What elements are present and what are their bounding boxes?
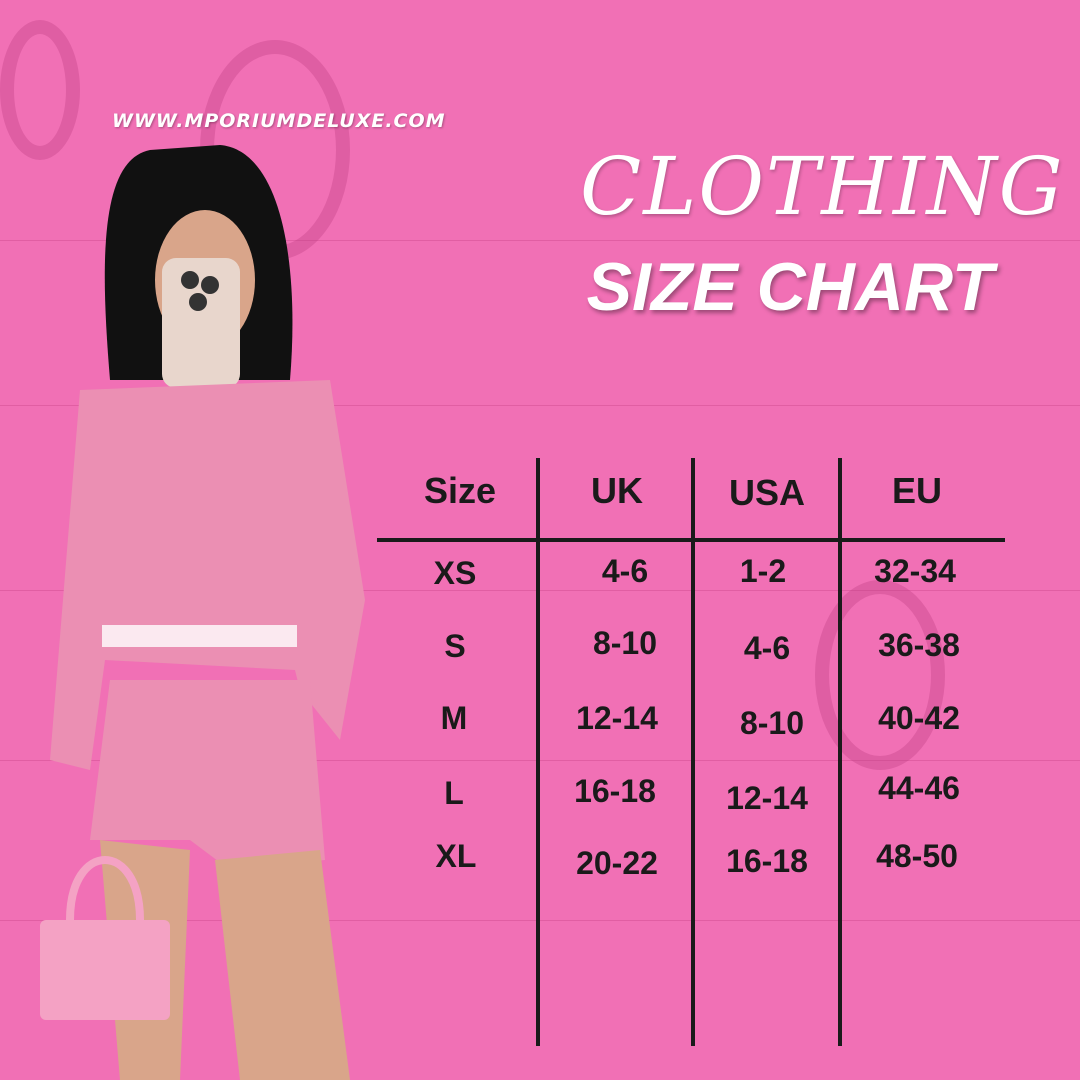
model-photo (40, 145, 365, 1080)
eu-cell: 48-50 (876, 838, 958, 874)
phone (162, 258, 240, 388)
size-cell: S (444, 628, 466, 664)
uk-cell: 16-18 (574, 773, 656, 809)
usa-cell: 8-10 (739, 705, 805, 741)
header-usa: USA (728, 472, 805, 513)
uk-cell: 20-22 (576, 845, 658, 881)
usa-cell: 1-2 (739, 553, 787, 589)
column-divider (536, 458, 540, 1046)
size-cell: XL (435, 838, 477, 874)
eu-cell: 40-42 (878, 700, 960, 736)
header-divider (377, 538, 1005, 542)
column-divider (838, 458, 842, 1046)
uk-cell: 12-14 (576, 700, 658, 736)
eu-cell: 44-46 (878, 770, 960, 806)
header-eu: EU (891, 470, 942, 511)
uk-cell: 4-6 (601, 553, 649, 589)
hanger-decoration (0, 20, 80, 160)
header-size: Size (423, 470, 497, 511)
eu-cell: 32-34 (874, 553, 956, 589)
website-url[interactable]: WWW.MPORIUMDELUXE.COM (112, 110, 446, 132)
title-clothing: Clothing (580, 140, 1065, 233)
usa-cell: 16-18 (726, 843, 808, 879)
usa-cell: 12-14 (726, 780, 808, 816)
size-cell: L (444, 775, 464, 811)
column-divider (691, 458, 695, 1046)
eu-cell: 36-38 (878, 627, 960, 663)
size-cell: M (440, 700, 468, 736)
header-uk: UK (591, 470, 643, 511)
title-size-chart: SIZE CHART (586, 249, 994, 325)
size-cell: XS (433, 555, 477, 591)
uk-cell: 8-10 (592, 625, 658, 661)
usa-cell: 4-6 (743, 630, 791, 666)
